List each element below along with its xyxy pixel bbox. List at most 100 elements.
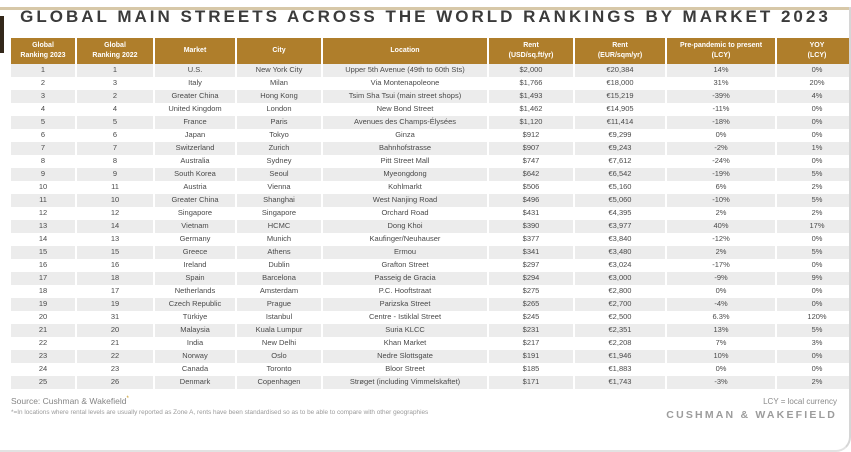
table-cell: -17% <box>667 258 775 272</box>
table-cell: Paris <box>237 115 321 129</box>
table-cell: 3 <box>77 76 153 90</box>
table-cell: $747 <box>489 154 573 168</box>
table-cell: 21 <box>77 336 153 350</box>
table-cell: Barcelona <box>237 271 321 285</box>
table-cell: 0% <box>777 232 851 246</box>
column-header: Rent (EUR/sqm/yr) <box>575 38 665 64</box>
table-cell: 9% <box>777 271 851 285</box>
table-cell: €7,612 <box>575 154 665 168</box>
table-cell: €2,351 <box>575 323 665 337</box>
table-cell: 18 <box>11 284 75 298</box>
table-cell: $217 <box>489 336 573 350</box>
table-cell: $1,120 <box>489 115 573 129</box>
column-header: Location <box>323 38 487 64</box>
table-cell: 0% <box>777 284 851 298</box>
table-cell: 13 <box>77 232 153 246</box>
table-cell: €1,883 <box>575 362 665 376</box>
table-cell: Tokyo <box>237 128 321 142</box>
page-title: GLOBAL MAIN STREETS ACROSS THE WORLD RAN… <box>20 7 831 26</box>
table-row: 19 19 Czech Republic Prague Parizska Street $… <box>11 297 851 311</box>
table-cell: 5 <box>77 115 153 129</box>
table-cell: €2,700 <box>575 297 665 311</box>
rankings-table-container: Global Ranking 2023 Global Ranking 2022 Mark… <box>9 38 851 389</box>
table-cell: -11% <box>667 102 775 116</box>
table-cell: Seoul <box>237 167 321 181</box>
table-cell: Milan <box>237 76 321 90</box>
table-cell: -39% <box>667 89 775 103</box>
report-slide: GLOBAL MAIN STREETS ACROSS THE WORLD RAN… <box>0 7 851 452</box>
table-cell: 17 <box>77 284 153 298</box>
column-header: Market <box>155 38 235 64</box>
table-cell: Tsim Sha Tsui (main street shops) <box>323 89 487 103</box>
table-cell: 5% <box>777 193 851 207</box>
table-cell: $297 <box>489 258 573 272</box>
window-edge-artifact <box>0 16 4 53</box>
table-cell: €11,414 <box>575 115 665 129</box>
table-cell: Suria KLCC <box>323 323 487 337</box>
table-row: 15 15 Greece Athens Ermou $341 €3,480 2% 5% <box>11 245 851 259</box>
table-cell: Austria <box>155 180 235 194</box>
table-cell: $1,766 <box>489 76 573 90</box>
table-row: 9 9 South Korea Seoul Myeongdong $642 €6,542 -1… <box>11 167 851 181</box>
table-cell: Ginza <box>323 128 487 142</box>
table-cell: Zurich <box>237 141 321 155</box>
table-cell: $642 <box>489 167 573 181</box>
table-cell: 2% <box>667 206 775 220</box>
table-cell: New Delhi <box>237 336 321 350</box>
table-cell: 12 <box>11 206 75 220</box>
table-cell: Grafton Street <box>323 258 487 272</box>
table-cell: 11 <box>11 193 75 207</box>
table-body: 1 1 U.S. New York City Upper 5th Avenue (49t… <box>11 63 851 389</box>
table-cell: $231 <box>489 323 573 337</box>
cushman-wakefield-wordmark: CUSHMAN & WAKEFIELD <box>666 409 837 421</box>
table-cell: Greece <box>155 245 235 259</box>
table-cell: Amsterdam <box>237 284 321 298</box>
table-row: 8 8 Australia Sydney Pitt Street Mall $747 €7,… <box>11 154 851 168</box>
table-row: 24 23 Canada Toronto Bloor Street $185 €1,883 0… <box>11 362 851 376</box>
table-row: 23 22 Norway Oslo Nedre Slottsgate $191 €1,946… <box>11 349 851 363</box>
table-cell: €20,384 <box>575 63 665 77</box>
table-cell: Greater China <box>155 193 235 207</box>
table-cell: 2% <box>777 180 851 194</box>
column-header: City <box>237 38 321 64</box>
top-accent-line <box>0 7 851 10</box>
table-header: Global Ranking 2023 Global Ranking 2022 Mark… <box>11 38 851 64</box>
column-header: Rent (USD/sq.ft/yr) <box>489 38 573 64</box>
table-cell: New Bond Street <box>323 102 487 116</box>
table-cell: 10% <box>667 349 775 363</box>
table-cell: €1,946 <box>575 349 665 363</box>
table-cell: -2% <box>667 141 775 155</box>
table-cell: Via Montenapoleone <box>323 76 487 90</box>
table-cell: 0% <box>777 349 851 363</box>
table-cell: 17% <box>777 219 851 233</box>
table-cell: 0% <box>777 362 851 376</box>
table-cell: Bahnhofstrasse <box>323 141 487 155</box>
table-cell: 22 <box>77 349 153 363</box>
table-cell: 17 <box>11 271 75 285</box>
table-row: 12 12 Singapore Singapore Orchard Road $431 €4… <box>11 206 851 220</box>
table-cell: €1,743 <box>575 375 665 389</box>
table-cell: 4 <box>77 102 153 116</box>
table-cell: Italy <box>155 76 235 90</box>
table-cell: Vienna <box>237 180 321 194</box>
table-cell: 2 <box>77 89 153 103</box>
table-cell: €2,800 <box>575 284 665 298</box>
table-cell: 0% <box>667 362 775 376</box>
table-cell: €5,160 <box>575 180 665 194</box>
table-cell: €4,395 <box>575 206 665 220</box>
table-cell: €6,542 <box>575 167 665 181</box>
table-cell: Bloor Street <box>323 362 487 376</box>
table-cell: 26 <box>77 375 153 389</box>
table-cell: Strøget (including Vimmelskaftet) <box>323 375 487 389</box>
table-cell: €9,243 <box>575 141 665 155</box>
table-cell: Athens <box>237 245 321 259</box>
source-note: Source: Cushman & Wakefield* <box>11 396 129 406</box>
table-row: 13 14 Vietnam HCMC Dong Khoi $390 €3,977 40% 17% <box>11 219 851 233</box>
table-cell: Germany <box>155 232 235 246</box>
table-cell: London <box>237 102 321 116</box>
table-cell: U.S. <box>155 63 235 77</box>
table-cell: Greater China <box>155 89 235 103</box>
table-cell: 13 <box>11 219 75 233</box>
table-cell: 23 <box>11 349 75 363</box>
table-cell: €3,977 <box>575 219 665 233</box>
